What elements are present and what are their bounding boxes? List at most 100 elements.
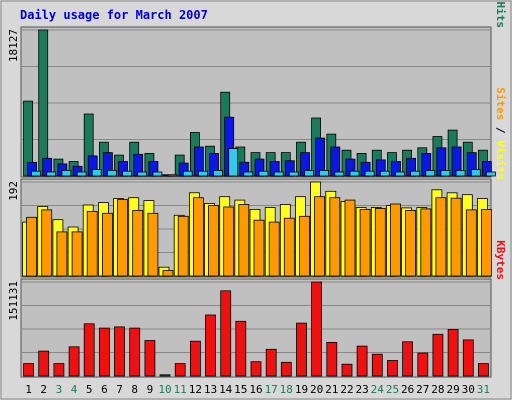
bar-kbytes-day-13 <box>205 314 216 377</box>
x-tick-label: 21 <box>325 383 338 396</box>
panel-0: 18127 Pages / Files / Hits <box>7 0 507 178</box>
bar-sites-day-3 <box>56 231 68 277</box>
bar-kbytes-day-30 <box>462 339 474 377</box>
x-tick-label: 22 <box>340 383 353 396</box>
bar-kbytes-day-16 <box>250 361 262 377</box>
bar-pages-day-22 <box>349 170 360 177</box>
bar-sites-day-12 <box>192 197 204 277</box>
bar-pages-day-4 <box>76 171 87 177</box>
bar-kbytes-day-27 <box>417 352 429 377</box>
bar-kbytes-day-7 <box>114 326 125 377</box>
bar-sites-day-13 <box>208 205 219 277</box>
bar-kbytes-day-29 <box>447 328 459 377</box>
bar-kbytes-day-19 <box>296 322 307 377</box>
bar-kbytes-day-20 <box>311 281 323 377</box>
x-tick-label: 17 <box>265 383 278 396</box>
legend-entry: / <box>494 0 507 2</box>
bar-sites-day-9 <box>147 212 159 277</box>
bar-pages-day-29 <box>455 169 466 177</box>
chart-title: Daily usage for March 2007 <box>20 8 208 22</box>
x-tick-label: 29 <box>446 383 459 396</box>
bar-sites-day-5 <box>86 210 98 277</box>
bar-sites-day-21 <box>329 197 341 277</box>
bar-pages-day-27 <box>425 169 436 177</box>
x-tick-label: 30 <box>462 383 475 396</box>
bar-pages-day-25 <box>395 171 405 177</box>
bar-sites-day-6 <box>102 212 113 277</box>
bar-sites-day-31 <box>480 208 492 277</box>
bar-kbytes-day-8 <box>129 327 141 377</box>
bar-sites-day-17 <box>268 221 280 277</box>
bar-pages-day-15 <box>243 171 254 177</box>
bar-hits-day-2 <box>38 29 49 177</box>
x-tick-label: 3 <box>56 383 63 396</box>
bar-kbytes-day-24 <box>371 353 383 377</box>
panel-1: 192 Sites / Visits <box>7 87 507 278</box>
bar-pages-day-11 <box>182 170 193 177</box>
bar-pages-day-13 <box>213 169 223 177</box>
legend: Sites / Visits <box>494 87 507 180</box>
bar-pages-day-5 <box>91 169 102 177</box>
bar-sites-day-1 <box>26 216 38 277</box>
bar-pages-day-12 <box>197 170 208 177</box>
bar-sites-day-11 <box>177 215 189 277</box>
bar-pages-day-14 <box>228 148 239 177</box>
bar-pages-day-8 <box>137 171 148 177</box>
bar-pages-day-16 <box>258 170 269 177</box>
x-tick-label: 7 <box>116 383 123 396</box>
legend: Pages / Files / Hits <box>494 0 507 28</box>
bar-sites-day-30 <box>465 209 477 277</box>
bar-kbytes-day-17 <box>265 348 277 377</box>
bar-sites-day-22 <box>344 199 356 277</box>
bar-kbytes-day-5 <box>83 323 95 377</box>
x-tick-label: 2 <box>40 383 47 396</box>
bar-pages-day-7 <box>122 170 132 177</box>
bar-sites-day-23 <box>359 208 371 277</box>
bar-sites-day-10 <box>162 270 174 277</box>
bar-pages-day-3 <box>61 169 72 177</box>
x-tick-label: 28 <box>431 383 444 396</box>
bar-sites-day-20 <box>314 196 326 277</box>
bar-sites-day-19 <box>299 215 310 277</box>
bar-pages-day-18 <box>288 171 299 177</box>
bar-kbytes-day-31 <box>477 363 489 377</box>
x-tick-label: 27 <box>416 383 429 396</box>
bar-kbytes-day-28 <box>432 333 444 377</box>
bar-pages-day-24 <box>379 170 390 177</box>
y-axis-max-label: 18127 <box>7 29 20 62</box>
bar-kbytes-day-15 <box>235 320 247 377</box>
legend-entry: Visits <box>494 140 507 180</box>
bar-sites-day-29 <box>450 197 462 277</box>
bar-kbytes-day-1 <box>23 363 35 377</box>
bar-kbytes-day-14 <box>220 290 232 377</box>
bar-sites-day-7 <box>117 199 128 277</box>
x-tick-label: 9 <box>147 383 154 396</box>
day-labels: 1 2 3 4 5 6 7 8 9 10 11 12 13 14 15 16 17 18 19 20 21 22 23 24 2… <box>25 383 490 396</box>
bar-kbytes-day-3 <box>53 363 65 377</box>
x-tick-label: 5 <box>86 383 93 396</box>
legend-entry: Hits <box>494 2 507 29</box>
bar-sites-day-18 <box>283 217 295 277</box>
bar-sites-day-14 <box>223 206 235 277</box>
legend: KBytes <box>494 240 507 280</box>
x-tick-label: 25 <box>386 383 399 396</box>
bar-pages-day-20 <box>319 169 330 177</box>
x-tick-label: 18 <box>280 383 293 396</box>
bar-pages-day-10 <box>167 174 178 177</box>
bar-pages-day-17 <box>273 171 284 177</box>
x-tick-label: 6 <box>101 383 108 396</box>
x-tick-label: 26 <box>401 383 414 396</box>
bar-sites-day-26 <box>405 209 417 277</box>
bar-kbytes-day-26 <box>402 341 414 377</box>
bar-sites-day-27 <box>420 208 432 277</box>
bar-kbytes-day-18 <box>280 361 292 377</box>
bar-kbytes-day-21 <box>326 341 338 377</box>
bar-kbytes-day-10 <box>159 374 171 377</box>
legend-entry: / <box>494 120 507 140</box>
x-tick-label: 14 <box>219 383 233 396</box>
bar-kbytes-day-2 <box>38 350 50 377</box>
legend-entry: KBytes <box>494 240 507 280</box>
chart-panels: 18127 Pages / Files / Hits 192 Sites / Visi… <box>7 0 507 378</box>
y-axis-max-label: 192 <box>7 181 20 201</box>
